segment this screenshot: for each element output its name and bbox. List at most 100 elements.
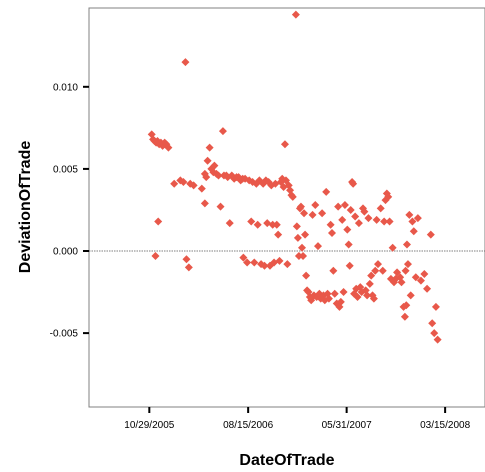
x-tick-label: 08/15/2006 — [223, 420, 273, 431]
data-point — [318, 209, 327, 218]
data-point — [250, 258, 259, 267]
data-point — [247, 217, 256, 226]
plot-area-frame — [88, 7, 485, 408]
data-point — [291, 10, 300, 19]
data-point — [380, 217, 389, 226]
data-point — [397, 278, 406, 287]
data-point — [428, 319, 437, 328]
data-point — [239, 253, 248, 262]
data-point — [345, 261, 354, 270]
data-point — [344, 240, 353, 249]
data-point — [378, 266, 387, 275]
data-point — [302, 271, 311, 280]
data-point — [367, 271, 376, 280]
data-point — [406, 291, 415, 300]
data-point — [210, 161, 219, 170]
data-point — [324, 294, 333, 303]
data-point — [151, 251, 160, 260]
data-point — [197, 184, 206, 193]
data-point — [400, 312, 409, 321]
data-point — [431, 302, 440, 311]
data-point — [296, 202, 305, 211]
data-point — [326, 220, 335, 229]
data-point — [200, 199, 209, 208]
data-point — [364, 214, 373, 223]
data-point — [430, 329, 439, 338]
data-point — [272, 220, 281, 229]
data-point — [314, 242, 323, 251]
data-point — [354, 219, 363, 228]
data-point — [274, 230, 283, 239]
data-point — [154, 217, 163, 226]
data-point — [189, 181, 198, 190]
data-point — [426, 230, 435, 239]
data-point — [336, 297, 345, 306]
data-point — [292, 222, 301, 231]
data-point — [372, 215, 381, 224]
data-point — [373, 260, 382, 269]
data-point — [411, 273, 420, 282]
data-point — [405, 210, 414, 219]
data-point — [260, 261, 269, 270]
data-point — [423, 284, 432, 293]
data-point — [330, 289, 339, 298]
data-point — [184, 263, 193, 272]
data-point — [349, 179, 358, 188]
data-point — [334, 202, 343, 211]
x-axis-title: DateOfTrade — [239, 452, 334, 469]
data-point — [243, 258, 252, 267]
data-point — [203, 156, 212, 165]
data-point — [299, 251, 308, 260]
data-point — [275, 256, 284, 265]
data-point — [388, 243, 397, 252]
y-tick-label: 0.010 — [53, 82, 78, 93]
data-point — [401, 266, 410, 275]
data-point — [253, 220, 262, 229]
data-point — [202, 173, 211, 182]
data-point — [164, 143, 173, 152]
data-point — [329, 266, 338, 275]
x-tick-label: 05/31/2007 — [322, 420, 372, 431]
x-tick-label: 03/15/2008 — [420, 420, 470, 431]
data-point — [218, 127, 227, 136]
data-point — [365, 279, 374, 288]
data-point — [225, 219, 234, 228]
data-point — [346, 205, 355, 214]
data-point — [420, 270, 429, 278]
data-point — [402, 240, 411, 249]
y-axis: 0.010 0.005 0.000 -0.005 — [50, 82, 89, 340]
data-points — [147, 10, 442, 344]
data-point — [288, 192, 297, 201]
data-point — [170, 179, 179, 188]
data-point — [311, 201, 320, 210]
data-point — [327, 228, 336, 237]
data-point — [433, 335, 442, 344]
data-point — [413, 214, 422, 223]
data-point — [416, 276, 425, 285]
data-point — [322, 187, 331, 196]
data-point — [283, 260, 292, 269]
data-point — [339, 288, 348, 297]
data-point — [353, 292, 362, 301]
data-point — [376, 204, 385, 213]
data-point — [402, 301, 411, 310]
data-point — [216, 202, 225, 211]
data-point — [384, 192, 393, 201]
data-point — [268, 220, 277, 229]
data-point — [363, 291, 372, 300]
data-point — [214, 171, 223, 180]
data-point — [294, 251, 303, 260]
data-point — [369, 294, 378, 303]
data-point — [248, 178, 257, 187]
y-tick-label: 0.000 — [53, 247, 78, 258]
data-point — [301, 230, 310, 239]
data-point — [409, 227, 418, 236]
data-point — [340, 201, 349, 210]
data-point — [351, 212, 360, 221]
y-axis-title: DeviationOfTrade — [17, 141, 34, 274]
data-point — [280, 140, 289, 149]
data-point — [300, 209, 309, 218]
data-point — [308, 210, 317, 219]
data-point — [293, 233, 302, 242]
